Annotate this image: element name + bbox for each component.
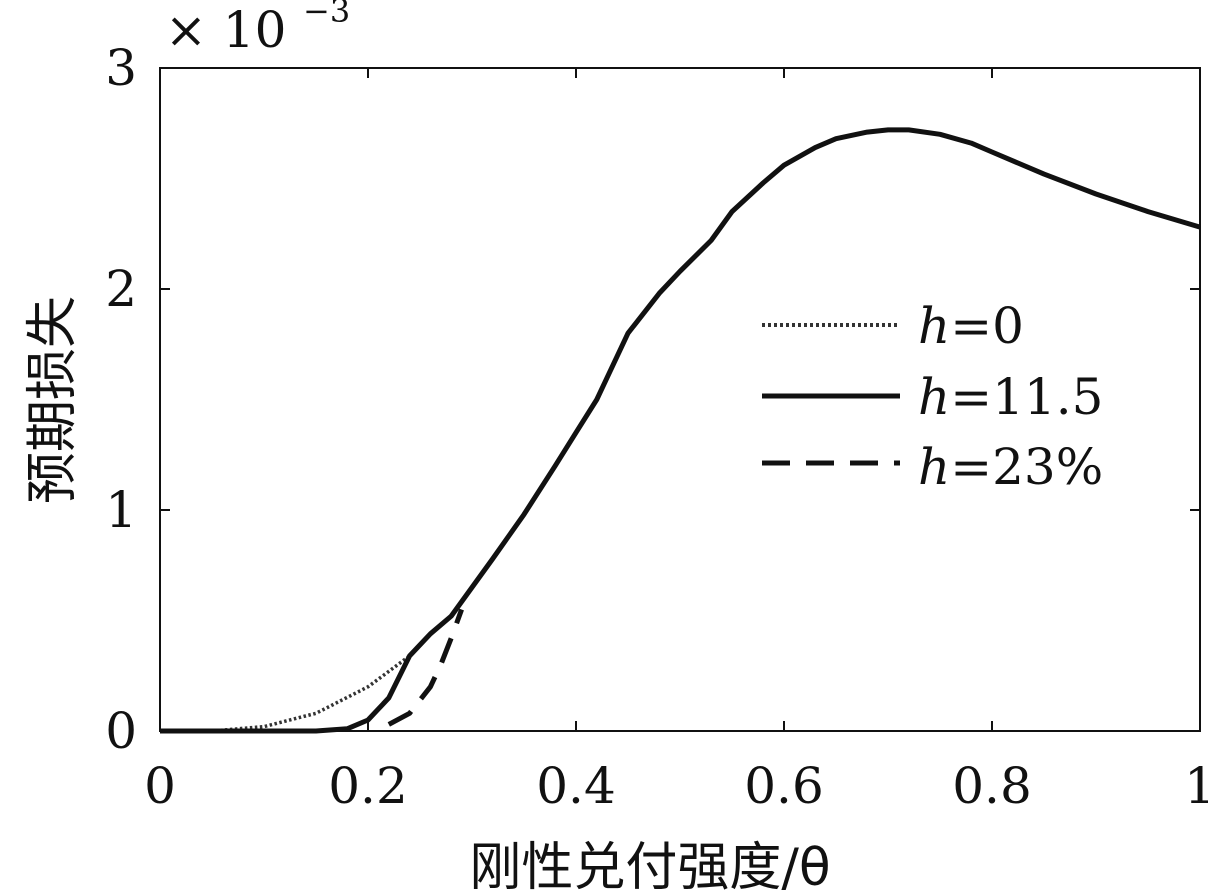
- x-axis-label: 刚性兑付强度/θ: [469, 838, 830, 895]
- y-axis-ticks: 0 1 2 3: [105, 39, 1200, 760]
- series-line-solid: [160, 127, 1201, 734]
- y-tick-label: 2: [105, 260, 137, 318]
- x-axis-ticks: 0 0.2 0.4 0.6 0.8 1: [144, 68, 1208, 815]
- series-line-dashed: [387, 608, 464, 727]
- x-tick-label: 0.6: [744, 757, 824, 815]
- legend-label-h11-5-prefix: h: [918, 368, 950, 426]
- x-tick-label: 0: [144, 757, 176, 815]
- y-axis-label: 预期损失: [23, 296, 83, 504]
- legend-label-h23-prefix: h: [918, 438, 950, 496]
- y-tick-label: 0: [105, 702, 137, 760]
- y-tick-label: 3: [105, 39, 137, 97]
- legend-label-h0-suffix: =0: [950, 297, 1024, 355]
- legend-label-h0: h=0: [918, 297, 1024, 355]
- legend-label-h11-5-suffix: =11.5: [950, 368, 1103, 426]
- x-tick-label: 0.2: [328, 757, 408, 815]
- legend-label-h23: h=23%: [918, 438, 1103, 496]
- y-multiplier-text: × 10: [165, 1, 286, 59]
- x-tick-label: 0.4: [536, 757, 616, 815]
- legend-label-h11-5: h=11.5: [918, 368, 1103, 426]
- series-layer: [160, 127, 1201, 734]
- y-tick-label: 1: [105, 481, 137, 539]
- x-tick-label: 1: [1184, 757, 1208, 815]
- legend: h=0 h=11.5 h=23%: [762, 297, 1103, 496]
- legend-label-h23-suffix: =23%: [950, 438, 1103, 496]
- legend-label-h0-prefix: h: [918, 297, 950, 355]
- y-multiplier: × 10 −3: [165, 0, 350, 59]
- plot-area-frame: [159, 67, 1201, 732]
- x-tick-label: 0.8: [952, 757, 1032, 815]
- series-line-dotted: [160, 654, 411, 733]
- y-multiplier-exponent: −3: [303, 0, 350, 30]
